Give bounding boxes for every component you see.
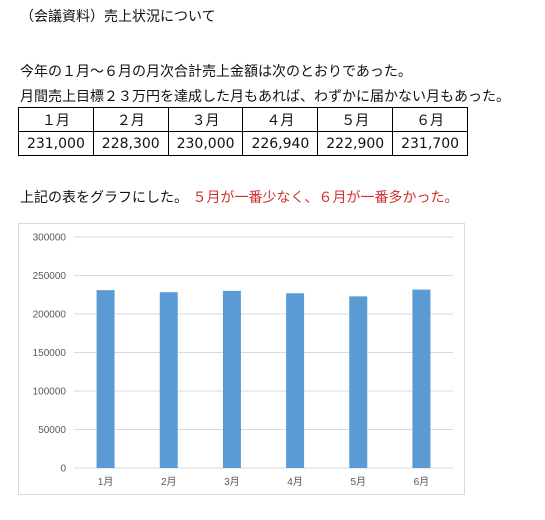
table-value-cell: 222,900 [317, 131, 394, 156]
y-tick-label: 100000 [33, 387, 67, 398]
bar-5 [349, 296, 368, 468]
table-value-cell: 228,300 [92, 131, 169, 156]
y-tick-label: 150000 [33, 348, 67, 359]
highlight-text: ５月が一番少なく、６月が一番多かった。 [192, 190, 459, 206]
table-value-cell: 230,000 [167, 131, 244, 156]
intro-paragraph: 今年の１月～６月の月次合計売上金額は次のとおりであった。 [20, 64, 412, 80]
x-tick-label: 3月 [224, 476, 240, 488]
bar-6 [412, 289, 431, 468]
table-value-cell: 226,940 [242, 131, 319, 156]
y-tick-label: 200000 [33, 310, 67, 321]
target-paragraph: 月間売上目標２３万円を達成した月もあれば、わずかに届かない月もあった。 [20, 89, 510, 105]
table-row: 231,000 228,300 230,000 226,940 222,900 … [18, 131, 468, 156]
y-tick-label: 0 [60, 464, 66, 475]
bar-1 [96, 290, 115, 468]
x-tick-label: 4月 [287, 476, 303, 488]
chart-intro-paragraph: 上記の表をグラフにした。 ５月が一番少なく、６月が一番多かった。 [20, 187, 458, 207]
table-header-cell: ５月 [317, 107, 394, 132]
document-title: （会議資料）売上状況について [20, 9, 216, 25]
table-header-cell: ４月 [242, 107, 319, 132]
x-tick-label: 1月 [98, 476, 114, 488]
table-value-cell: 231,700 [392, 131, 468, 156]
bar-chart: 0 50000 100000 150000 200000 250000 300000 1月 2月… [33, 233, 453, 488]
sales-table: １月 ２月 ３月 ４月 ５月 ６月 231,000 228,300 230,00… [18, 107, 468, 156]
table-value-cell: 231,000 [18, 131, 94, 156]
x-tick-label: 6月 [414, 476, 430, 488]
x-tick-label: 2月 [161, 476, 177, 488]
table-header-cell: ３月 [167, 107, 244, 132]
y-tick-label: 300000 [33, 233, 67, 244]
table-header-row: １月 ２月 ３月 ４月 ５月 ６月 [18, 107, 468, 132]
y-tick-label: 250000 [33, 271, 67, 282]
table-header-cell: ６月 [392, 107, 468, 132]
bar-2 [159, 292, 178, 468]
chart-intro-text: 上記の表をグラフにした。 [20, 190, 188, 206]
bar-3 [222, 290, 241, 468]
y-tick-label: 50000 [38, 425, 66, 436]
table-header-cell: ２月 [92, 107, 169, 132]
x-tick-label: 5月 [350, 476, 366, 488]
table-header-cell: １月 [18, 107, 94, 132]
bar-4 [286, 293, 305, 468]
sales-chart: 0 50000 100000 150000 200000 250000 300000 1月 2月… [18, 223, 465, 495]
